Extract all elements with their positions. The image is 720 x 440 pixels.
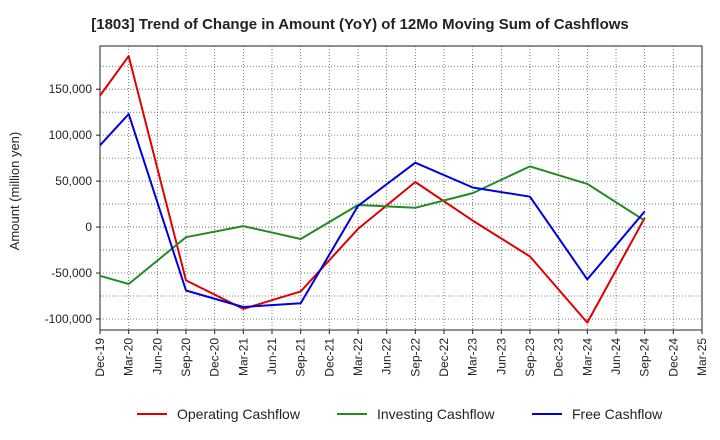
x-tick-label: Jun-20	[150, 338, 164, 375]
x-tick-label: Sep-23	[523, 338, 537, 377]
legend-label-investing-cashflow: Investing Cashflow	[377, 406, 495, 422]
x-tick-label: Dec-24	[666, 338, 680, 377]
plot-frame	[99, 45, 703, 331]
x-tick-label: Mar-20	[122, 338, 136, 376]
y-tick-label: -50,000	[51, 266, 92, 280]
x-tick-label: Sep-21	[294, 338, 308, 377]
x-tick-label: Mar-22	[351, 338, 365, 376]
x-tick-label: Jun-22	[380, 338, 394, 375]
x-tick-label: Dec-23	[552, 338, 566, 377]
x-tick-label: Mar-21	[236, 338, 250, 376]
legend-label-free-cashflow: Free Cashflow	[572, 406, 663, 422]
legend: Operating Cashflow Investing Cashflow Free…	[137, 406, 663, 422]
y-axis-label: Amount (million yen)	[7, 132, 22, 251]
x-tick-label: Jun-24	[609, 338, 623, 375]
x-tick-label: Sep-22	[408, 338, 422, 377]
y-tick-label: 50,000	[55, 174, 92, 188]
x-tick-label: Sep-24	[638, 338, 652, 377]
x-tick-label: Sep-20	[179, 338, 193, 377]
axes: 150,000100,00050,0000-50,000-100,000Dec-…	[45, 45, 709, 377]
x-tick-label: Dec-21	[322, 338, 336, 377]
x-tick-label: Jun-23	[494, 338, 508, 375]
x-tick-label: Jun-21	[265, 338, 279, 375]
y-tick-label: 0	[85, 220, 92, 234]
series-lines	[99, 55, 646, 324]
legend-label-operating-cashflow: Operating Cashflow	[177, 406, 301, 422]
y-tick-label: 150,000	[49, 82, 93, 96]
x-tick-label: Mar-25	[695, 338, 709, 376]
x-tick-label: Dec-22	[437, 338, 451, 377]
y-tick-label: 100,000	[49, 128, 93, 142]
x-tick-label: Dec-20	[208, 338, 222, 377]
series-line-free-cashflow	[99, 113, 646, 308]
x-tick-label: Mar-23	[466, 338, 480, 376]
x-tick-label: Mar-24	[580, 338, 594, 376]
grid-lines	[99, 46, 703, 330]
chart-title: [1803] Trend of Change in Amount (YoY) o…	[91, 16, 629, 33]
y-tick-label: -100,000	[45, 312, 93, 326]
x-tick-label: Dec-19	[93, 338, 107, 377]
series-line-operating-cashflow	[99, 55, 646, 324]
